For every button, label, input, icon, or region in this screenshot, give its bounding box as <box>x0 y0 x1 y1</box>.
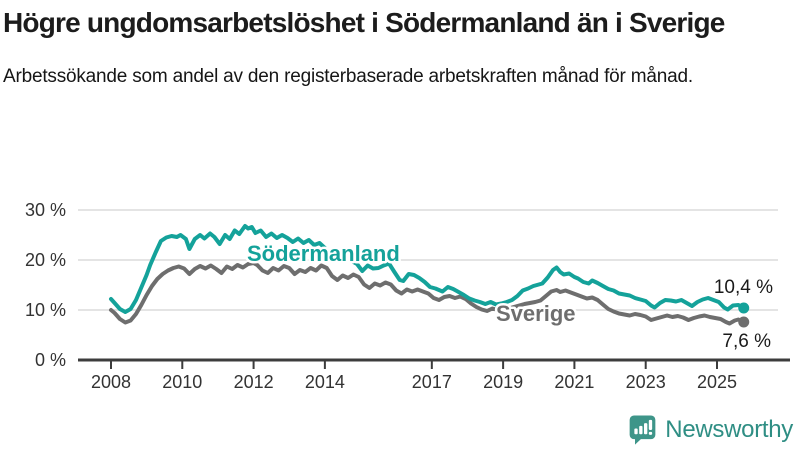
x-axis-tick-label: 2012 <box>234 372 274 392</box>
series-label-sverige: Sverige <box>496 301 576 326</box>
y-axis-tick-label: 20 % <box>25 250 66 270</box>
x-axis-tick-label: 2019 <box>483 372 523 392</box>
newsworthy-logo-icon <box>629 415 656 445</box>
x-axis-tick-label: 2010 <box>162 372 202 392</box>
chart-subtitle: Arbetssökande som andel av den registerb… <box>3 65 693 87</box>
chart-header: Högre ungdomsarbetslöshet i Södermanland… <box>3 5 783 91</box>
x-axis-tick-label: 2025 <box>697 372 737 392</box>
y-axis-tick-label: 10 % <box>25 300 66 320</box>
x-axis-tick-label: 2008 <box>91 372 131 392</box>
x-axis-tick-label: 2023 <box>626 372 666 392</box>
series-line-sverige <box>109 261 746 326</box>
series-label-södermanland: Södermanland <box>247 241 400 266</box>
end-value-label-södermanland: 10,4 % <box>714 277 773 298</box>
series-line-södermanland <box>109 224 746 314</box>
page-title: Högre ungdomsarbetslöshet i Södermanland… <box>3 7 725 38</box>
y-axis-tick-label: 30 % <box>25 200 66 220</box>
y-axis-tick-label: 0 % <box>35 350 66 370</box>
x-axis-tick-label: 2021 <box>554 372 594 392</box>
x-axis-tick-label: 2014 <box>305 372 345 392</box>
series-end-dot-södermanland <box>738 302 750 314</box>
end-value-label-sverige: 7,6 % <box>722 331 771 352</box>
brand-footer: Newsworthy <box>628 415 793 445</box>
series-end-dot-sverige <box>738 316 750 328</box>
brand-name: Newsworthy <box>665 416 793 443</box>
x-axis-tick-label: 2017 <box>412 372 452 392</box>
